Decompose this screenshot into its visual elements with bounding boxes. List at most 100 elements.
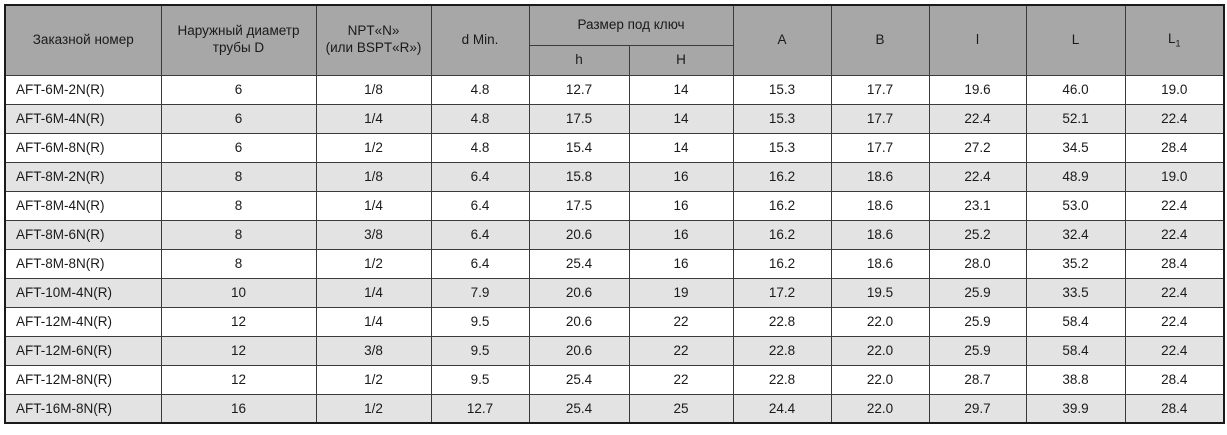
- cell-b: 17.7: [830, 103, 930, 134]
- fittings-spec-table: Заказной номер Наружный диаметр трубы D …: [4, 4, 1226, 424]
- cell-l-small: 25.9: [928, 277, 1027, 308]
- col-header-thread-size: NPT«N» (или BSPT«R»): [315, 4, 432, 76]
- cell-d-min: 9.5: [430, 364, 530, 395]
- cell-b: 19.5: [830, 277, 930, 308]
- cell-thread-size: 1/4: [315, 306, 432, 337]
- header-row-top: Заказной номер Наружный диаметр трубы D …: [4, 4, 1225, 76]
- cell-l1: 28.4: [1124, 364, 1225, 395]
- cell-thread-size: 1/2: [315, 132, 432, 163]
- cell-h-big: 22: [628, 306, 734, 337]
- cell-thread-size: 1/2: [315, 393, 432, 424]
- cell-l1: 22.4: [1124, 306, 1225, 337]
- cell-thread-size: 1/4: [315, 103, 432, 134]
- cell-a: 17.2: [732, 277, 832, 308]
- col-header-l1-base: L: [1168, 30, 1176, 46]
- cell-l1: 22.4: [1124, 103, 1225, 134]
- cell-d-min: 12.7: [430, 393, 530, 424]
- cell-d-min: 6.4: [430, 248, 530, 279]
- col-header-a: A: [732, 4, 832, 76]
- cell-order-number: AFT-16M-8N(R): [4, 393, 162, 424]
- cell-a: 15.3: [732, 132, 832, 163]
- cell-order-number: AFT-8M-2N(R): [4, 161, 162, 192]
- table-row: AFT-6M-2N(R) 6 1/8 4.8 12.7 14 15.3 17.7 19.6 46.…: [4, 74, 1225, 105]
- cell-h-small: 20.6: [528, 306, 630, 337]
- cell-a: 15.3: [732, 74, 832, 105]
- cell-h-small: 17.5: [528, 103, 630, 134]
- cell-b: 18.6: [830, 248, 930, 279]
- cell-thread-size: 1/2: [315, 248, 432, 279]
- cell-d-min: 7.9: [430, 277, 530, 308]
- cell-order-number: AFT-10M-4N(R): [4, 277, 162, 308]
- col-header-l-small: l: [928, 4, 1027, 76]
- cell-tube-diameter: 8: [160, 219, 317, 250]
- cell-d-min: 4.8: [430, 103, 530, 134]
- table-row: AFT-12M-6N(R) 12 3/8 9.5 20.6 22 22.8 22.0 25.9 5…: [4, 335, 1225, 366]
- cell-l-big: 58.4: [1025, 335, 1126, 366]
- cell-h-small: 25.4: [528, 248, 630, 279]
- cell-a: 16.2: [732, 161, 832, 192]
- cell-order-number: AFT-6M-4N(R): [4, 103, 162, 134]
- cell-a: 24.4: [732, 393, 832, 424]
- cell-thread-size: 1/2: [315, 364, 432, 395]
- cell-thread-size: 1/8: [315, 161, 432, 192]
- cell-d-min: 6.4: [430, 190, 530, 221]
- cell-h-big: 25: [628, 393, 734, 424]
- cell-l-small: 25.9: [928, 306, 1027, 337]
- cell-h-small: 15.4: [528, 132, 630, 163]
- col-header-tube-diameter: Наружный диаметр трубы D: [160, 4, 317, 76]
- cell-d-min: 9.5: [430, 306, 530, 337]
- cell-h-big: 14: [628, 103, 734, 134]
- header-row-sub: h H: [5, 44, 1224, 76]
- cell-l-small: 27.2: [928, 132, 1027, 163]
- cell-d-min: 6.4: [430, 161, 530, 192]
- cell-l1: 28.4: [1124, 248, 1225, 279]
- cell-tube-diameter: 6: [160, 132, 317, 163]
- cell-b: 22.0: [830, 335, 930, 366]
- cell-a: 15.3: [732, 103, 832, 134]
- col-header-h-big: H: [628, 44, 734, 76]
- cell-order-number: AFT-12M-6N(R): [4, 335, 162, 366]
- table-row: AFT-8M-2N(R) 8 1/8 6.4 15.8 16 16.2 18.6 22.4 48.…: [4, 161, 1225, 192]
- col-header-h-small: h: [528, 44, 630, 76]
- cell-l-small: 22.4: [928, 103, 1027, 134]
- cell-tube-diameter: 10: [160, 277, 317, 308]
- cell-b: 22.0: [830, 364, 930, 395]
- cell-thread-size: 3/8: [315, 219, 432, 250]
- cell-tube-diameter: 16: [160, 393, 317, 424]
- cell-h-big: 16: [628, 161, 734, 192]
- table-row: AFT-6M-4N(R) 6 1/4 4.8 17.5 14 15.3 17.7 22.4 52.…: [4, 103, 1225, 134]
- cell-h-big: 14: [628, 74, 734, 105]
- cell-thread-size: 1/8: [315, 74, 432, 105]
- cell-l-big: 35.2: [1025, 248, 1126, 279]
- table-row: AFT-10M-4N(R) 10 1/4 7.9 20.6 19 17.2 19.5 25.9 3…: [4, 277, 1225, 308]
- col-header-thread-line1: NPT«N»: [347, 23, 400, 39]
- cell-h-small: 20.6: [528, 219, 630, 250]
- cell-b: 17.7: [830, 74, 930, 105]
- cell-d-min: 6.4: [430, 219, 530, 250]
- cell-order-number: AFT-6M-8N(R): [4, 132, 162, 163]
- cell-l-big: 58.4: [1025, 306, 1126, 337]
- col-header-order-number: Заказной номер: [4, 4, 162, 76]
- cell-h-big: 16: [628, 248, 734, 279]
- table-header: Заказной номер Наружный диаметр трубы D …: [4, 4, 1225, 76]
- cell-h-small: 25.4: [528, 364, 630, 395]
- cell-tube-diameter: 8: [160, 161, 317, 192]
- cell-order-number: AFT-8M-4N(R): [4, 190, 162, 221]
- cell-order-number: AFT-12M-8N(R): [4, 364, 162, 395]
- cell-l-small: 29.7: [928, 393, 1027, 424]
- col-header-l1: L1: [1124, 4, 1225, 76]
- table-row: AFT-8M-4N(R) 8 1/4 6.4 17.5 16 16.2 18.6 23.1 53.…: [4, 190, 1225, 221]
- cell-l-small: 28.0: [928, 248, 1027, 279]
- cell-h-big: 16: [628, 219, 734, 250]
- cell-l-big: 48.9: [1025, 161, 1126, 192]
- cell-h-small: 17.5: [528, 190, 630, 221]
- cell-b: 22.0: [830, 306, 930, 337]
- cell-l-big: 52.1: [1025, 103, 1126, 134]
- cell-h-small: 20.6: [528, 335, 630, 366]
- cell-l-big: 34.5: [1025, 132, 1126, 163]
- cell-a: 16.2: [732, 190, 832, 221]
- cell-l1: 22.4: [1124, 277, 1225, 308]
- cell-d-min: 4.8: [430, 74, 530, 105]
- cell-l-small: 19.6: [928, 74, 1027, 105]
